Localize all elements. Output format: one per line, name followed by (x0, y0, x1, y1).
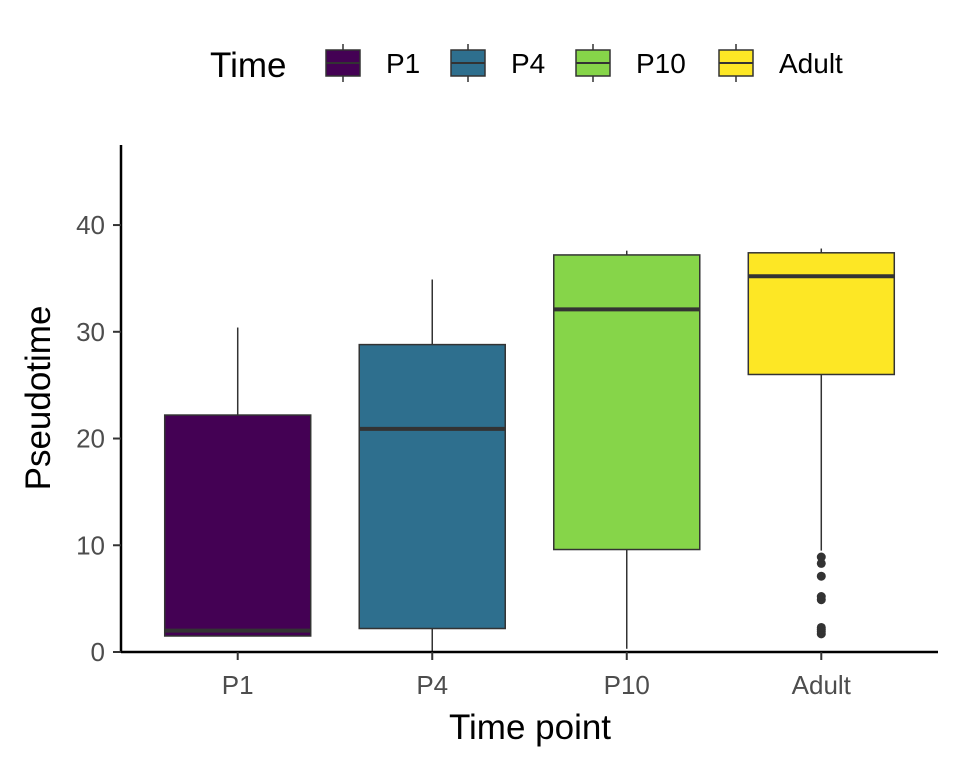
y-tick-label: 0 (91, 637, 105, 667)
legend-item-p4: P4 (450, 44, 545, 82)
box-body (747, 252, 896, 376)
x-axis-title: Time point (449, 708, 611, 747)
box-p1 (163, 327, 312, 637)
y-tick-label: 40 (76, 210, 105, 240)
legend: Time P1 P4 P10 Adult (210, 44, 843, 85)
legend-item-p10: P10 (575, 44, 686, 82)
y-axis-ticks: 0 10 20 30 40 (76, 210, 121, 667)
outlier-point (816, 552, 826, 562)
x-tick-label: P1 (222, 670, 254, 700)
y-tick-label: 20 (76, 424, 105, 454)
legend-label: P4 (511, 48, 545, 79)
box-p10 (553, 250, 701, 649)
legend-title: Time (210, 46, 286, 85)
outlier-point (816, 571, 826, 581)
x-tick-label: Adult (792, 670, 852, 700)
x-axis-ticks: P1 P4 P10 Adult (222, 652, 852, 700)
outlier-point (816, 622, 826, 632)
legend-label: P10 (636, 48, 686, 79)
y-tick-label: 10 (76, 530, 105, 560)
legend-label: P1 (386, 48, 420, 79)
outlier-point (816, 591, 826, 601)
legend-label: Adult (779, 48, 843, 79)
legend-item-adult: Adult (718, 44, 843, 82)
box-body (553, 254, 701, 551)
y-tick-label: 30 (76, 317, 105, 347)
legend-item-p1: P1 (325, 44, 420, 82)
y-axis-title: Pseudotime (19, 306, 58, 491)
box-body (163, 414, 312, 637)
outlier-point (816, 558, 826, 568)
x-tick-label: P4 (416, 670, 448, 700)
x-tick-label: P10 (604, 670, 650, 700)
box-body (358, 343, 506, 630)
plot-area: 0 10 20 30 40 P1 P4 P10 Adult (76, 145, 938, 700)
box-adult (747, 248, 896, 639)
box-p4 (358, 279, 506, 652)
